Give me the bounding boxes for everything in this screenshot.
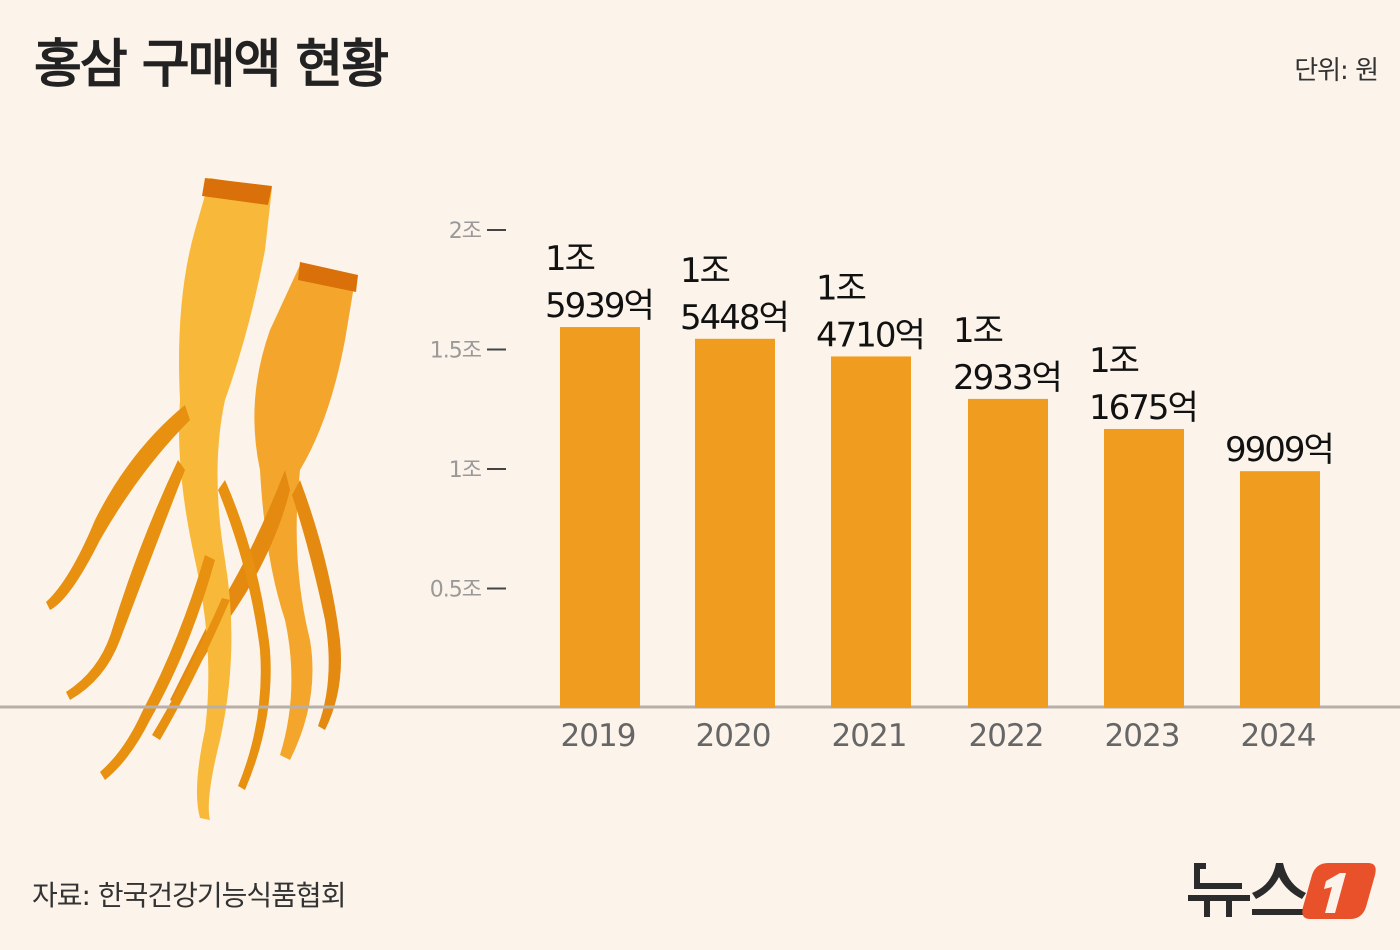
data-label: 5939억 <box>545 286 653 326</box>
data-label: 5448억 <box>680 298 788 338</box>
data-label: 1675억 <box>1089 388 1197 428</box>
source-note: 자료: 한국건강기능식품협회 <box>32 879 346 912</box>
x-tick-label: 2022 <box>969 718 1044 754</box>
data-label: 2933억 <box>953 358 1061 398</box>
x-tick-label: 2019 <box>561 718 636 754</box>
data-label: 1조 <box>1089 341 1139 381</box>
data-label: 9909억 <box>1225 430 1333 470</box>
bars: 2019 5939억 1조 2020 5448억 1조 2021 4710억 1조 2022 293… <box>545 239 1335 754</box>
bar-2020 <box>695 338 775 708</box>
y-axis: 0.5조 1조 1.5조 2조 <box>430 219 506 603</box>
news1-logo <box>1188 863 1376 919</box>
y-tick-label: 1.5조 <box>430 339 482 364</box>
bar-2021 <box>831 356 911 708</box>
data-label: 1조 <box>680 251 730 291</box>
data-label: 4710억 <box>816 315 924 355</box>
x-tick-label: 2024 <box>1241 718 1316 754</box>
unit-label: 단위: 원 <box>1294 56 1379 86</box>
bar-2024 <box>1240 471 1320 708</box>
y-tick-label: 2조 <box>449 219 482 244</box>
bar-2022 <box>968 398 1048 708</box>
x-tick-label: 2021 <box>832 718 907 754</box>
data-label: 1조 <box>816 268 866 308</box>
x-tick-label: 2020 <box>696 718 771 754</box>
x-tick-label: 2023 <box>1105 718 1180 754</box>
ginseng-illustration <box>46 178 358 820</box>
bar-2023 <box>1104 428 1184 708</box>
page-title: 홍삼 구매액 현황 <box>34 35 389 95</box>
data-label: 1조 <box>545 239 595 279</box>
bar-2019 <box>560 327 640 708</box>
data-label: 1조 <box>953 311 1003 351</box>
y-tick-label: 0.5조 <box>430 578 482 603</box>
y-tick-label: 1조 <box>449 458 482 483</box>
